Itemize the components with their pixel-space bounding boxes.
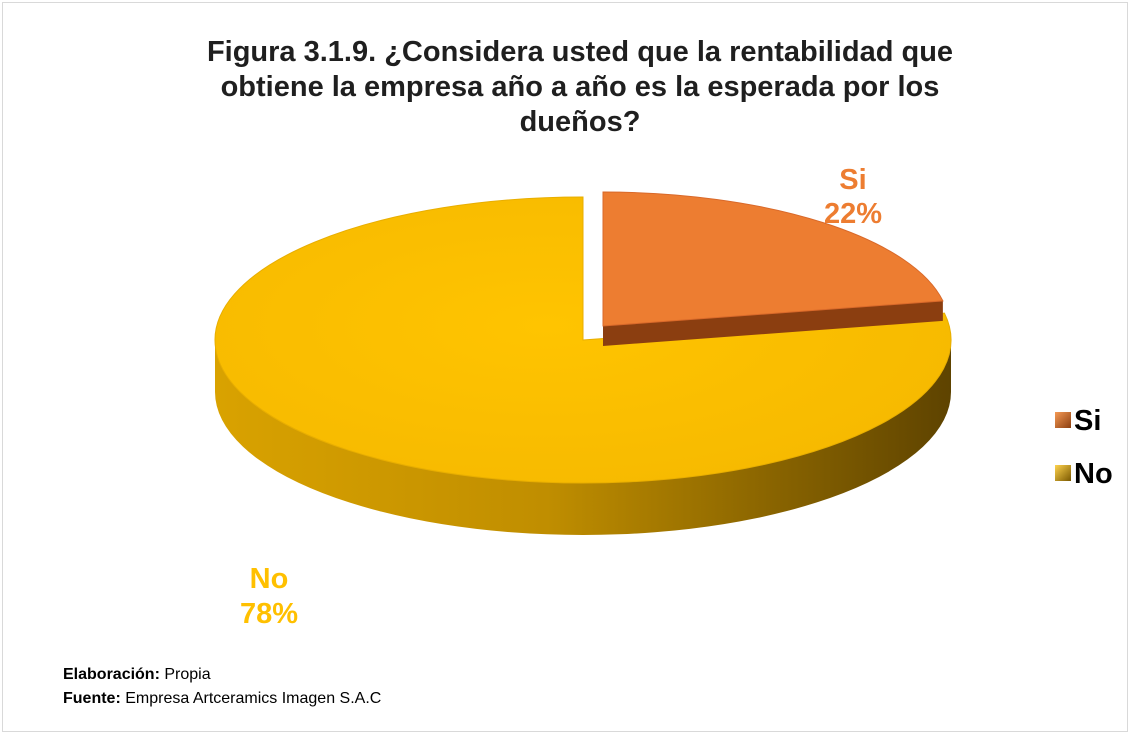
- title-line-2: obtiene la empresa año a año es la esper…: [221, 71, 940, 103]
- elaboracion-value: Propia: [164, 666, 211, 683]
- pie-labels: Si 22% No 78%: [240, 164, 882, 630]
- legend-item-si: Si: [1055, 405, 1101, 437]
- slice-si-top: [602, 191, 944, 327]
- legend-label-si: Si: [1074, 405, 1101, 437]
- fuente-line: Fuente: Empresa Artceramics Imagen S.A.C: [63, 687, 381, 711]
- fuente-value: Empresa Artceramics Imagen S.A.C: [125, 690, 382, 707]
- fuente-label: Fuente:: [63, 690, 121, 707]
- title-line-3: dueños?: [520, 106, 641, 138]
- elaboracion-line: Elaboración: Propia: [63, 663, 381, 687]
- slice-no-top: [214, 196, 952, 484]
- elaboracion-label: Elaboración:: [63, 666, 160, 683]
- slice-si-wall: [603, 300, 943, 346]
- pie-slices: [214, 191, 952, 535]
- slice-label-no-name: No: [250, 563, 289, 595]
- chart-title: Figura 3.1.9. ¿Considera usted que la re…: [207, 36, 953, 138]
- legend-label-no: No: [1074, 458, 1113, 490]
- slice-no: [214, 196, 952, 535]
- source-notes: Elaboración: Propia Fuente: Empresa Artc…: [63, 663, 381, 711]
- title-line-1: Figura 3.1.9. ¿Considera usted que la re…: [207, 36, 953, 68]
- pie-chart: Figura 3.1.9. ¿Considera usted que la re…: [207, 36, 1113, 630]
- legend-swatch-no: [1055, 465, 1071, 481]
- slice-label-no-percent: 78%: [240, 598, 298, 630]
- slice-si: [602, 191, 944, 346]
- slice-label-si-percent: 22%: [824, 198, 882, 230]
- legend-item-no: No: [1055, 458, 1113, 490]
- slice-no-side: [215, 340, 951, 535]
- legend-swatch-si: [1055, 412, 1071, 428]
- legend: Si No: [1055, 405, 1113, 490]
- slice-label-si-name: Si: [839, 164, 866, 196]
